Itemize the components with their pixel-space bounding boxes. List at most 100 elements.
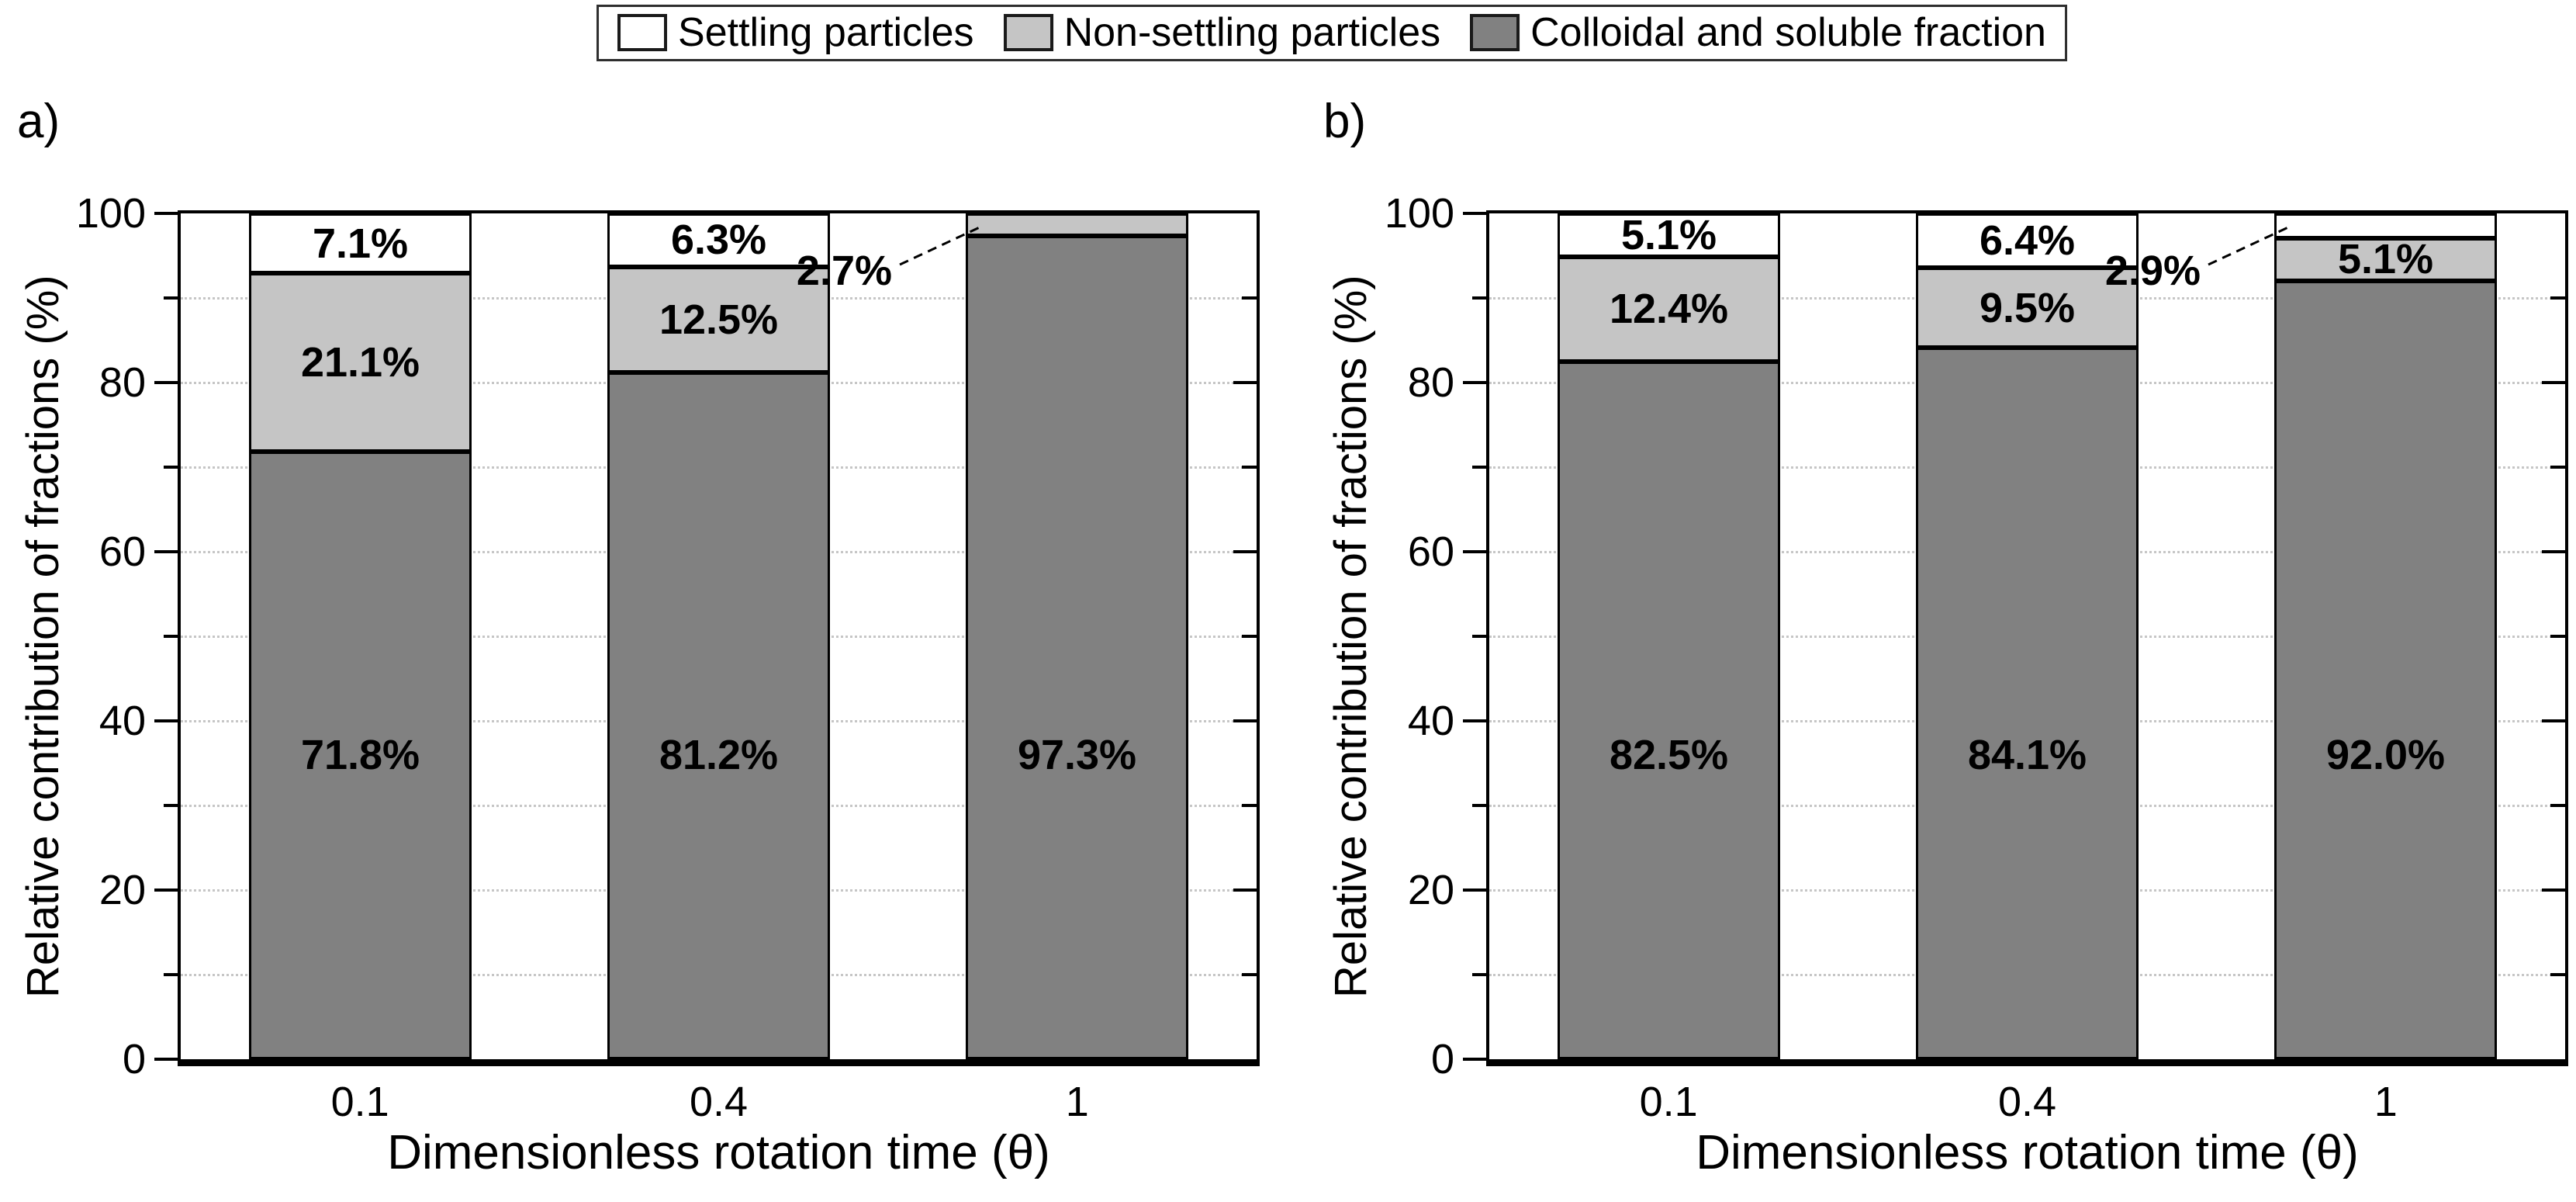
bar [607,213,830,1059]
right-minor-tick [1242,466,1257,469]
x-tick-label: 0.4 [689,1079,749,1125]
left-major-tick [1463,212,1486,215]
segment-label: 81.2% [659,731,779,778]
x-tick-label: 1 [1065,1079,1089,1125]
right-major-tick [2542,889,2565,892]
legend-label: Non-settling particles [1063,10,1441,55]
x-tick-label: 0.4 [1997,1079,2057,1125]
bar-segment-non-settling-particles [1916,267,2139,348]
x-axis-title-a: Dimensionless rotation time (θ) [387,1126,1050,1179]
y-tick-label: 60 [99,528,146,575]
left-major-tick [154,212,178,215]
bar-segment-colloidal-and-soluble-fraction [966,236,1188,1059]
x-tick-label: 0.1 [1639,1079,1698,1125]
right-major-tick [1233,550,1257,553]
left-minor-tick [164,635,178,638]
legend-label: Settling particles [678,10,974,55]
right-minor-tick [1242,804,1257,807]
left-minor-tick [1472,296,1486,300]
left-major-tick [1463,719,1486,722]
bar-segment-colloidal-and-soluble-fraction [607,372,830,1059]
y-tick-label: 60 [1407,528,1454,575]
bar-segment-non-settling-particles [1558,256,1780,362]
left-minor-tick [1472,635,1486,638]
bar-segment-colloidal-and-soluble-fraction [1558,361,1780,1059]
legend-item-settling: Settling particles [617,12,974,54]
bar-segment-settling-particles [249,213,472,274]
legend-item-colloidal: Colloidal and soluble fraction [1470,12,2046,54]
left-major-tick [154,719,178,722]
left-major-tick [1463,550,1486,553]
left-major-tick [1463,889,1486,892]
plot-area-b [1463,210,2568,1066]
y-tick-label: 0 [1430,1036,1454,1082]
panel-label-b: b) [1323,95,1367,148]
bar [1916,213,2139,1059]
left-minor-tick [164,973,178,976]
segment-label: 82.5% [1609,731,1729,778]
segment-label: 84.1% [1967,731,2087,778]
right-major-tick [2542,381,2565,384]
left-major-tick [1463,381,1486,384]
x-tick-label: 1 [2374,1079,2398,1125]
plot-area-a [154,210,1260,1066]
y-tick-label: 80 [1407,359,1454,406]
left-major-tick [154,889,178,892]
segment-label: 92.0% [2325,731,2446,778]
bar-segment-settling-particles [1916,213,2139,268]
right-minor-tick [1242,635,1257,638]
x-axis-title-b: Dimensionless rotation time (θ) [1696,1126,2359,1179]
left-minor-tick [164,804,178,807]
right-major-tick [2542,550,2565,553]
segment-label: 12.4% [1609,286,1729,333]
legend: Settling particles Non-settling particle… [596,5,2067,61]
bar-segment-colloidal-and-soluble-fraction [2274,281,2497,1059]
bar-segment-settling-particles [2274,213,2497,238]
callout-label: 2.9% [2104,248,2201,294]
segment-label: 71.8% [300,731,420,778]
left-minor-tick [164,296,178,300]
left-minor-tick [1472,804,1486,807]
left-major-tick [154,1058,178,1061]
right-minor-tick [2550,804,2565,807]
right-minor-tick [2550,296,2565,300]
bar-segment-non-settling-particles [2274,237,2497,282]
right-major-tick [1233,889,1257,892]
left-minor-tick [164,466,178,469]
y-tick-label: 80 [99,359,146,406]
bar-segment-settling-particles [607,213,830,267]
right-major-tick [1233,381,1257,384]
y-axis-title-a: Relative contribution of fractions (%) [18,275,68,998]
right-minor-tick [2550,466,2565,469]
right-minor-tick [2550,973,2565,976]
right-minor-tick [1242,973,1257,976]
bar-segment-colloidal-and-soluble-fraction [1916,348,2139,1059]
segment-label: 9.5% [1979,284,2076,331]
left-major-tick [154,550,178,553]
bar-segment-settling-particles [1558,213,1780,257]
bar-segment-non-settling-particles [966,213,1188,237]
left-major-tick [1463,1058,1486,1061]
x-tick-label: 0.1 [330,1079,389,1125]
legend-label: Colloidal and soluble fraction [1530,10,2046,55]
segment-label: 6.3% [670,216,767,264]
left-minor-tick [1472,973,1486,976]
legend-swatch-colloidal [1470,14,1520,52]
y-tick-label: 20 [1407,867,1454,913]
legend-swatch-non-settling [1003,14,1053,52]
bar-segment-non-settling-particles [249,273,472,452]
bar [249,213,472,1059]
panel-label-a: a) [17,95,61,148]
y-tick-label: 100 [1384,190,1454,237]
segment-label: 97.3% [1017,731,1137,778]
y-tick-label: 20 [99,867,146,913]
callout-label: 2.7% [796,248,892,294]
y-tick-label: 40 [1407,698,1454,744]
right-major-tick [1233,719,1257,722]
segment-label: 12.5% [659,296,779,343]
right-minor-tick [2550,635,2565,638]
segment-label: 21.1% [300,339,420,386]
left-minor-tick [1472,466,1486,469]
right-minor-tick [1242,296,1257,300]
